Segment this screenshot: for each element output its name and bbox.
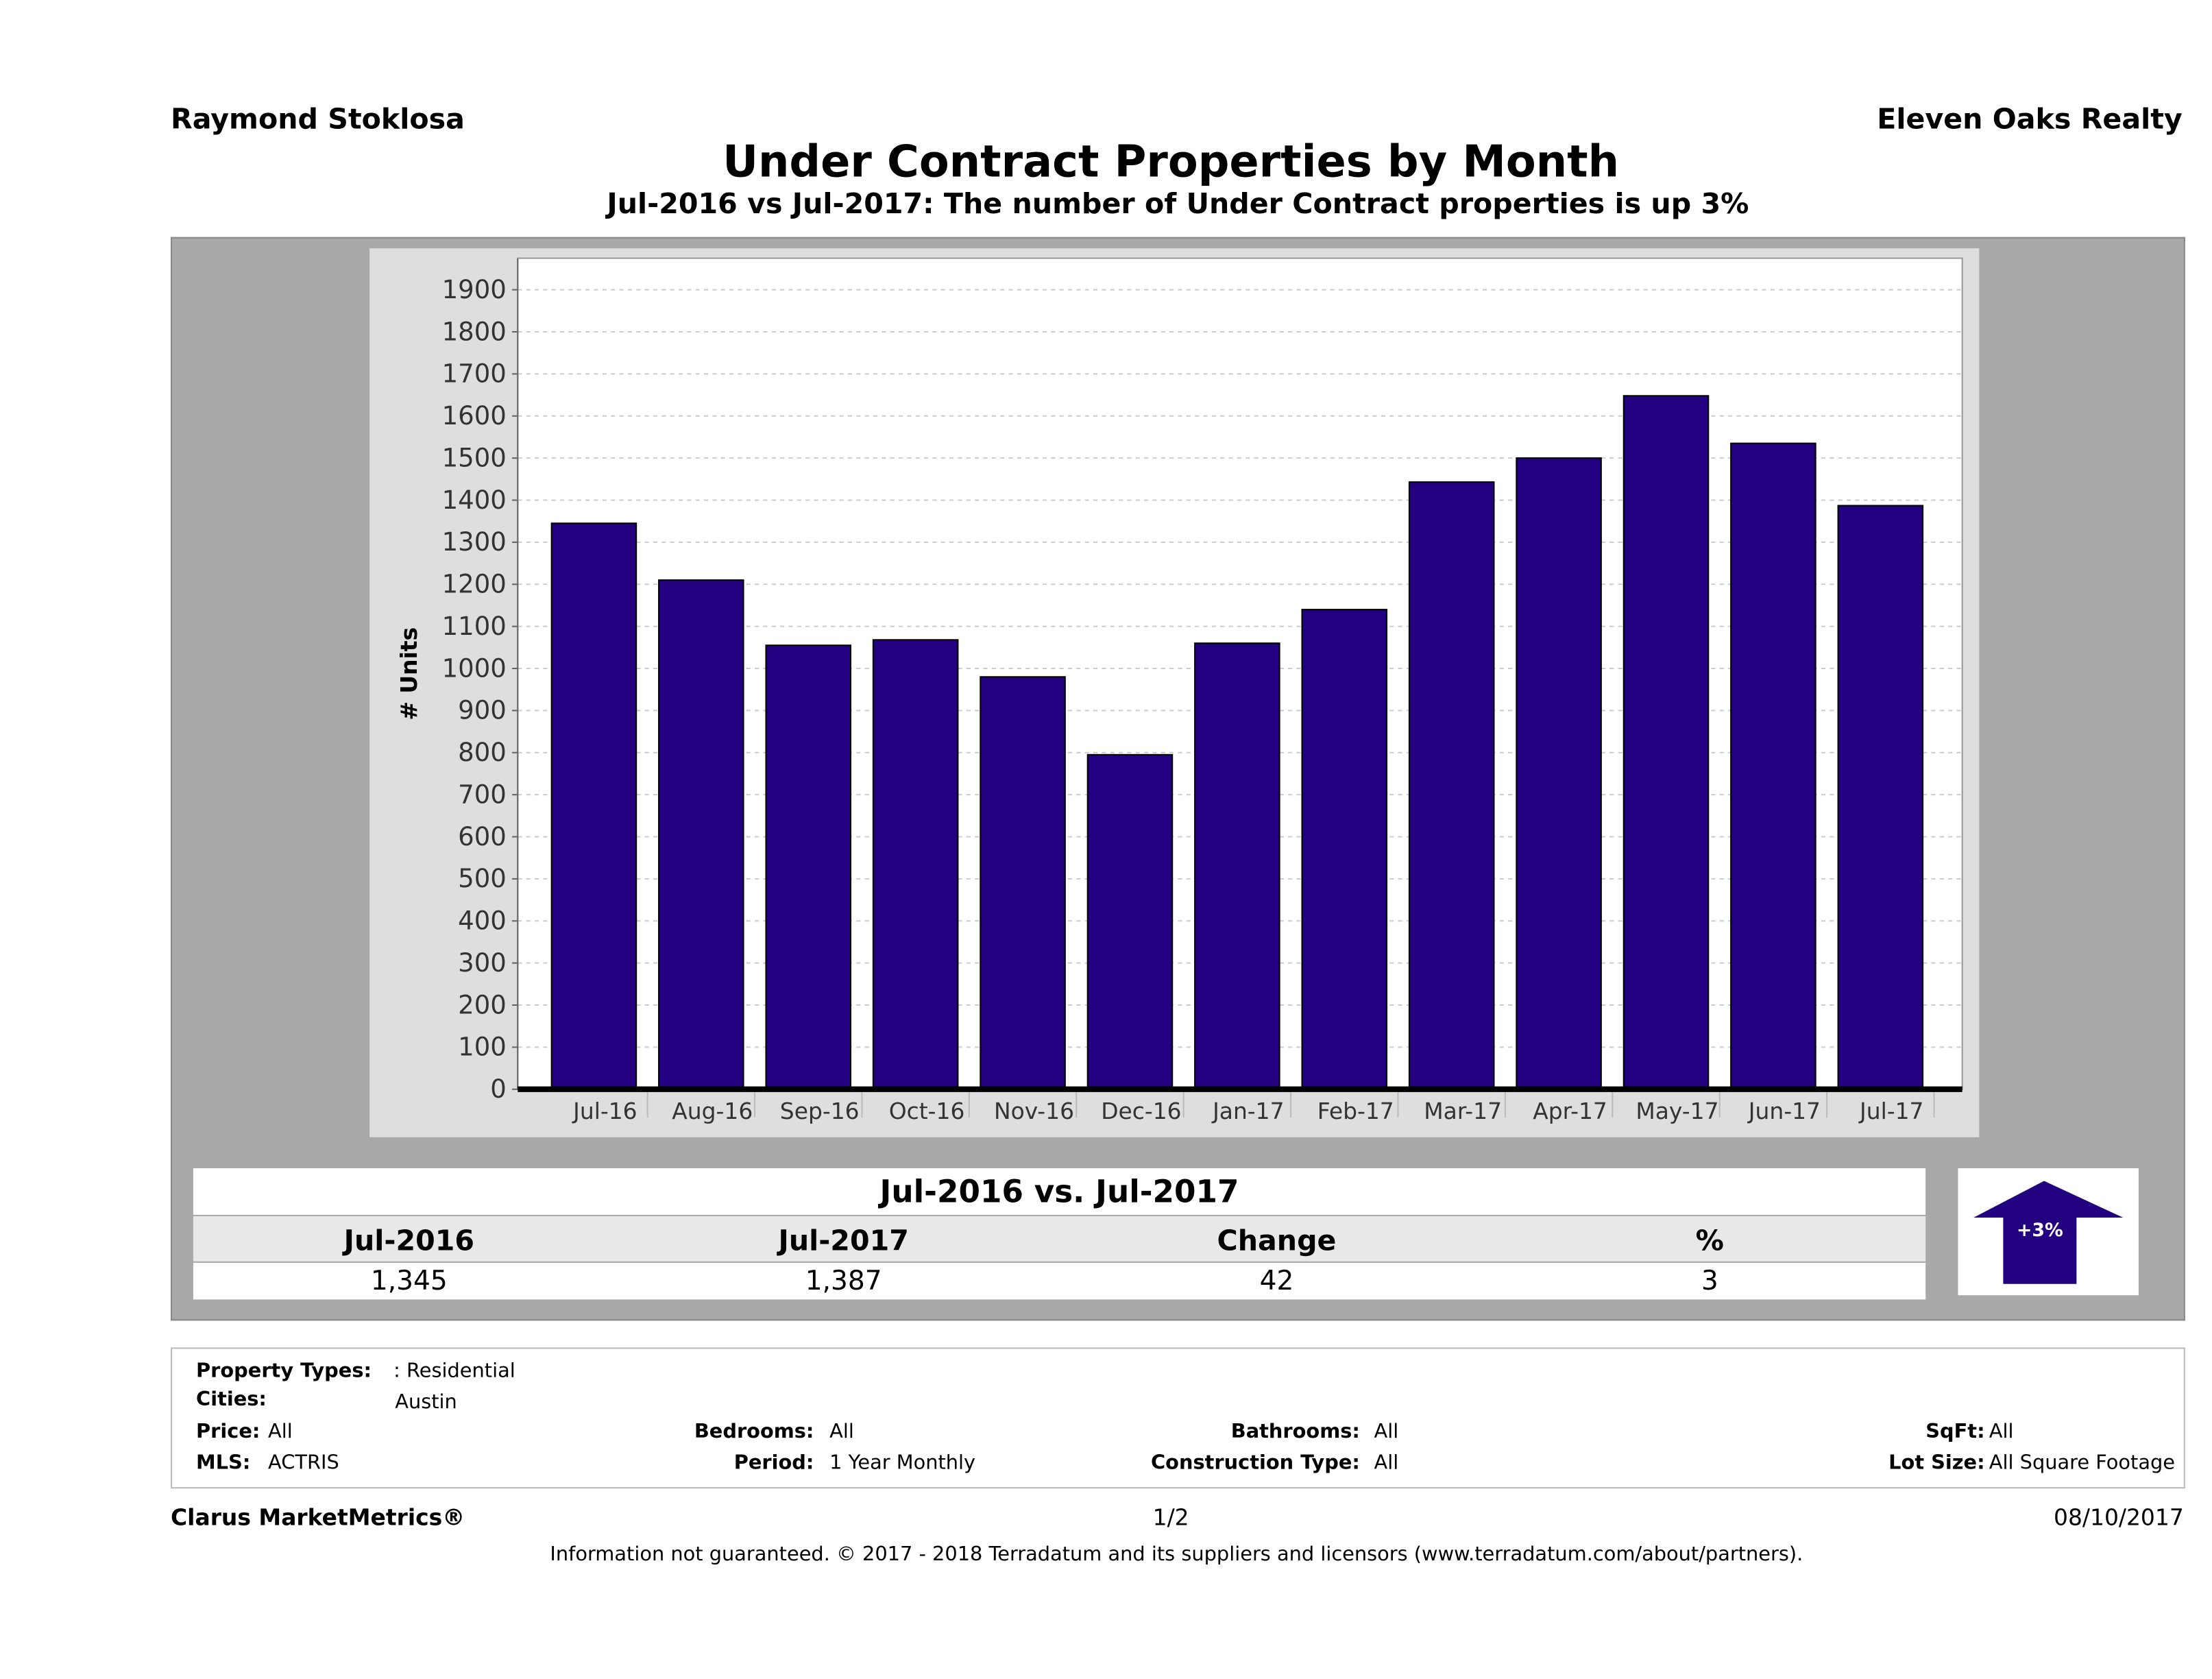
sqft-value: All [1989, 1421, 2014, 1444]
y-tick-label: 1600 [442, 401, 507, 431]
bar-May-17 [1622, 395, 1710, 1090]
cities-label: Cities: [196, 1388, 267, 1411]
change-badge: +3% [1958, 1168, 2139, 1296]
period-label: Period: [733, 1451, 814, 1475]
sqft-label: SqFt: [1925, 1421, 1985, 1444]
x-tick-label: May-17 [1636, 1098, 1718, 1124]
cities-value: Austin [395, 1391, 457, 1414]
x-tick-label: Aug-16 [672, 1098, 753, 1124]
summary-header-row: Jul-2016 Jul-2017 Change % [193, 1216, 1926, 1261]
x-tick-label: Sep-16 [780, 1098, 860, 1124]
value-change: 42 [1259, 1266, 1294, 1297]
period-value: 1 Year Monthly [829, 1451, 976, 1475]
price-value: All [268, 1421, 293, 1444]
x-tick-label: Nov-16 [994, 1098, 1074, 1124]
bar-Jun-17 [1730, 442, 1816, 1090]
y-tick-label: 700 [458, 780, 507, 809]
bar-chart: 0 100 200 300 400 500 600 700 800 900 1000 1100 1200… [442, 257, 1963, 1124]
change-badge-text: +3% [2016, 1220, 2063, 1242]
bar-Oct-16 [872, 639, 959, 1090]
mls-value: ACTRIS [268, 1451, 339, 1475]
y-tick-label: 100 [458, 1032, 507, 1062]
x-tick-label: Jul-16 [572, 1098, 637, 1124]
bar-Jul-17 [1837, 505, 1924, 1090]
bar-Mar-17 [1408, 481, 1495, 1090]
chart-subtitle: Jul-2016 vs Jul-2017: The number of Unde… [607, 186, 1749, 221]
x-tick-label: Feb-17 [1317, 1098, 1394, 1124]
bar-Jan-17 [1194, 642, 1280, 1090]
y-tick-label: 1800 [442, 317, 507, 346]
y-tick-label: 1400 [442, 485, 507, 515]
col-percent: % [1695, 1223, 1724, 1257]
bedrooms-value: All [829, 1421, 854, 1444]
y-tick-label: 1100 [442, 612, 507, 641]
property-types-label: Property Types: [196, 1360, 372, 1383]
x-tick-label: Mar-17 [1424, 1098, 1502, 1124]
summary-value-row: 1,345 1,387 42 3 [193, 1262, 1926, 1300]
y-tick-label: 1000 [442, 653, 507, 683]
disclaimer: Information not guaranteed. © 2017 - 201… [550, 1543, 1803, 1567]
col-jul-2016: Jul-2016 [343, 1223, 475, 1257]
brokerage-name: Eleven Oaks Realty [1877, 101, 2183, 136]
product-name: Clarus MarketMetrics® [171, 1503, 465, 1531]
value-jul-2017: 1,387 [805, 1266, 882, 1297]
mls-label: MLS: [196, 1451, 251, 1475]
x-tick-label: Jun-17 [1747, 1098, 1821, 1124]
bar-Feb-17 [1301, 609, 1388, 1090]
x-tick-label: Dec-16 [1101, 1098, 1181, 1124]
y-tick-label: 600 [458, 822, 507, 851]
y-axis-label: # Units [396, 627, 423, 721]
property-types-value: : Residential [393, 1360, 515, 1383]
filter-details: Property Types: : Residential Cities: Au… [171, 1347, 2185, 1489]
agent-name: Raymond Stoklosa [171, 101, 465, 136]
bar-Sep-16 [765, 644, 852, 1090]
bar-Aug-16 [658, 579, 744, 1090]
bathrooms-value: All [1374, 1421, 1399, 1444]
y-tick-label: 1200 [442, 570, 507, 599]
up-arrow-icon [1973, 1181, 2124, 1284]
x-tick-label: Jul-17 [1858, 1098, 1923, 1124]
lot-size-label: Lot Size: [1888, 1451, 1985, 1475]
page-number: 1/2 [1152, 1503, 1189, 1531]
bar-Nov-16 [980, 676, 1066, 1090]
value-jul-2016: 1,345 [370, 1266, 448, 1297]
lot-size-value: All Square Footage [1989, 1451, 2176, 1475]
bedrooms-label: Bedrooms: [694, 1421, 814, 1444]
y-tick-label: 800 [458, 738, 507, 767]
bathrooms-label: Bathrooms: [1230, 1421, 1360, 1444]
construction-type-label: Construction Type: [1151, 1451, 1360, 1475]
y-tick-label: 900 [458, 696, 507, 725]
y-tick-label: 1500 [442, 443, 507, 472]
construction-type-value: All [1374, 1451, 1399, 1475]
price-label: Price: [196, 1421, 260, 1444]
bar-Dec-16 [1086, 753, 1174, 1090]
chart-title: Under Contract Properties by Month [722, 136, 1620, 188]
y-tick-label: 400 [458, 906, 507, 936]
y-tick-label: 1700 [442, 359, 507, 389]
y-tick-label: 1900 [442, 275, 507, 304]
value-percent: 3 [1701, 1266, 1718, 1297]
col-jul-2017: Jul-2017 [778, 1223, 909, 1257]
y-tick-label: 200 [458, 990, 507, 1019]
y-tick-label: 500 [458, 864, 507, 893]
x-tick-label: Oct-16 [889, 1098, 965, 1124]
y-tick-label: 1300 [442, 527, 507, 557]
x-tick-label: Jan-17 [1211, 1098, 1284, 1124]
y-tick-label: 0 [490, 1074, 507, 1104]
x-tick-label: Apr-17 [1533, 1098, 1607, 1124]
bar-Jul-16 [550, 522, 637, 1090]
y-tick-label: 300 [458, 948, 507, 978]
report-date: 08/10/2017 [2053, 1503, 2184, 1531]
summary-heading: Jul-2016 vs. Jul-2017 [193, 1168, 1926, 1215]
col-change: Change [1217, 1223, 1337, 1257]
bar-Apr-17 [1516, 457, 1602, 1090]
